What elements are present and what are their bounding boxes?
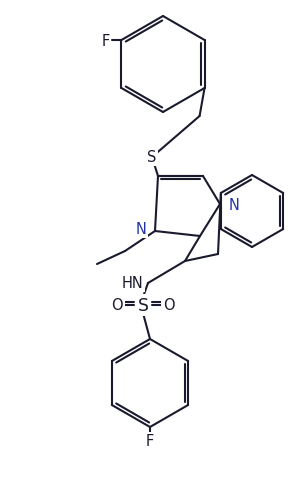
Text: S: S: [138, 297, 148, 314]
Text: F: F: [101, 34, 110, 49]
Text: O: O: [111, 298, 123, 313]
Text: N: N: [135, 222, 146, 237]
Text: F: F: [146, 434, 154, 448]
Text: HN: HN: [121, 276, 143, 291]
Text: O: O: [163, 298, 175, 313]
Text: N: N: [228, 197, 239, 212]
Text: S: S: [147, 150, 157, 165]
